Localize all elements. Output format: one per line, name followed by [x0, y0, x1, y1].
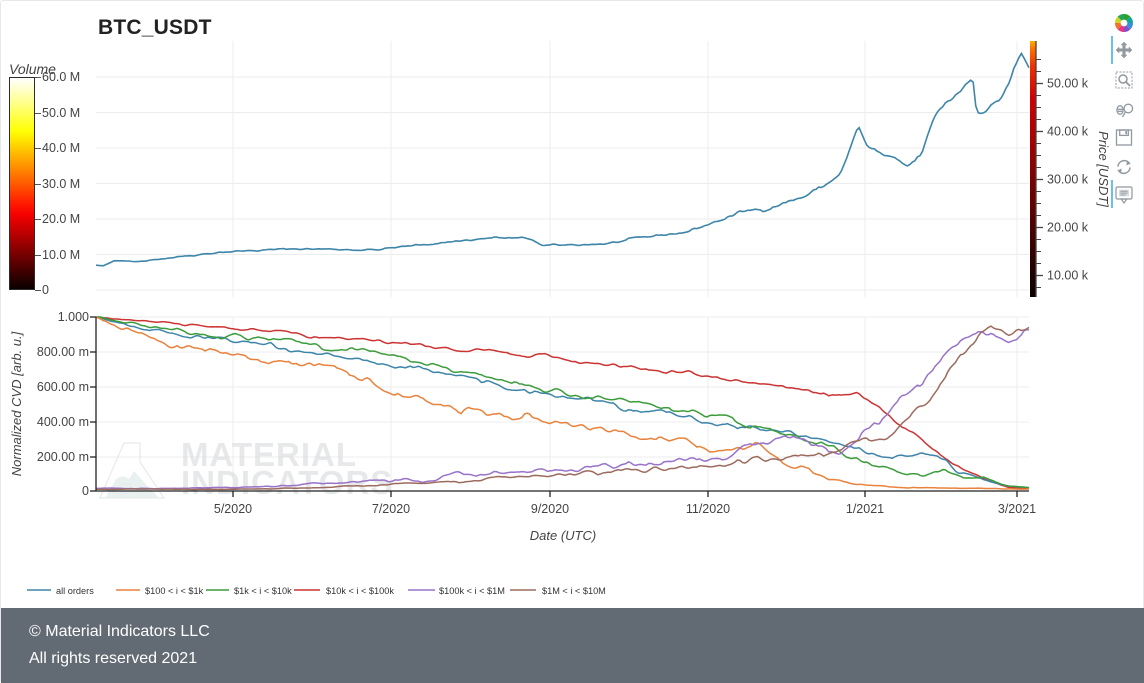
svg-text:all orders: all orders [56, 586, 94, 596]
svg-text:$10k < i < $100k: $10k < i < $100k [326, 586, 394, 596]
svg-text:$100 < i < $1k: $100 < i < $1k [145, 586, 204, 596]
svg-text:$1M < i < $10M: $1M < i < $10M [542, 586, 606, 596]
svg-text:$1k < i < $10k: $1k < i < $10k [234, 586, 292, 596]
svg-text:$100k < i < $1M: $100k < i < $1M [439, 586, 505, 596]
